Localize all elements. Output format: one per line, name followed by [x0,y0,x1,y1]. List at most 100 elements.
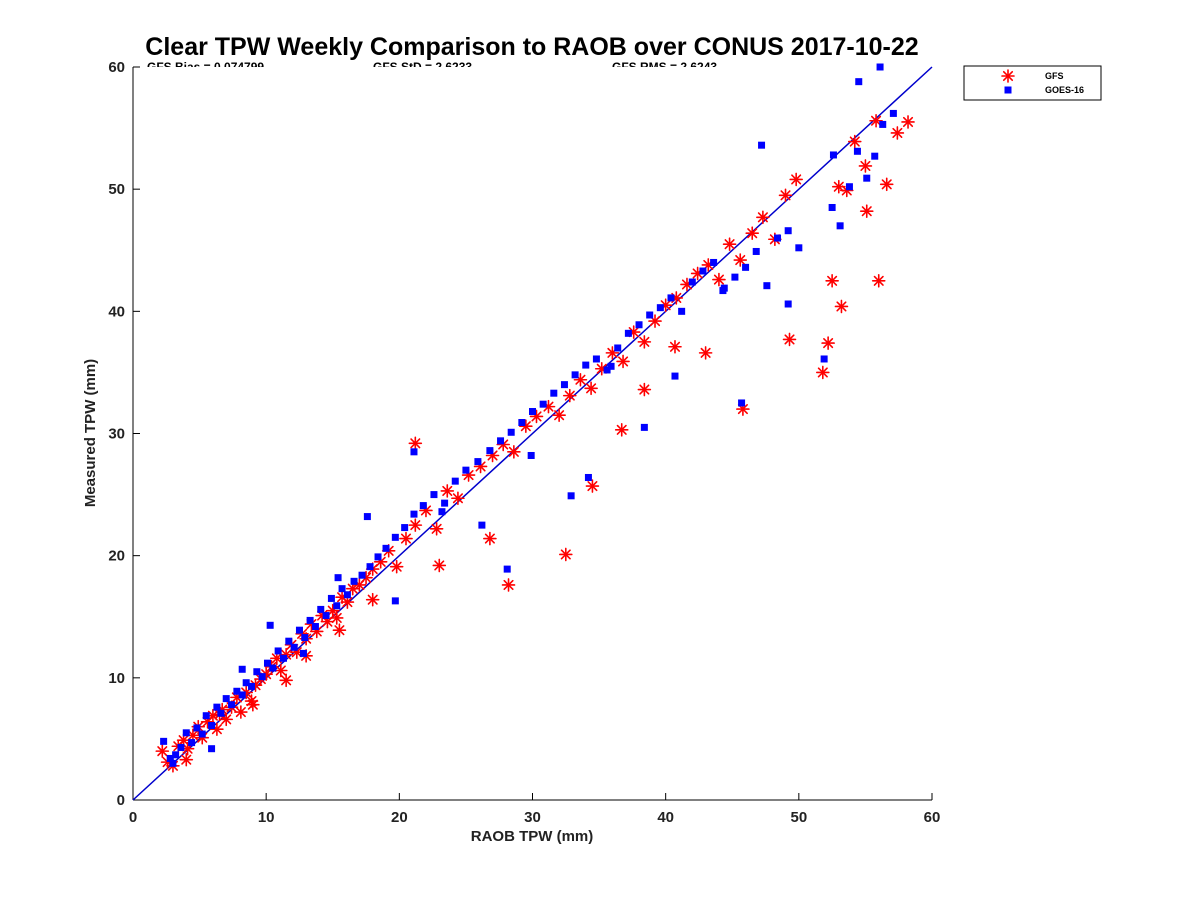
gfs-point [558,547,573,562]
goes-16-point [667,294,675,302]
gfs-point [552,408,566,422]
gfs-point [440,484,455,498]
gfs-point [756,210,770,225]
gfs-point [234,705,248,719]
goes-16-point [306,616,314,624]
goes-16-point [451,477,459,485]
gfs-point [782,332,797,347]
gfs-point [637,335,652,349]
goes-16-point [507,428,515,436]
goes-16-point [871,152,879,160]
goes-16-point [742,263,750,271]
gfs-point [501,578,516,592]
goes-16-point [202,712,210,720]
goes-16-point [784,300,792,308]
goes-16-point [567,492,575,500]
goes-16-point [238,691,246,699]
gfs-point [834,299,849,314]
goes-16-point [410,448,418,456]
x-tick-label: 10 [258,809,275,826]
goes-16-point [322,612,330,620]
goes-16-point [719,287,727,295]
goes-16-point [248,682,256,690]
gfs-point [389,559,404,574]
goes-16-point [299,649,307,657]
goes-16-point [584,473,592,481]
legend-box [963,65,1102,101]
gfs-point [429,521,444,536]
goes-16-point [474,458,482,466]
goes-16-point [656,304,664,312]
goes-16-point [177,743,185,751]
gfs-point [869,113,883,128]
chart-title: Clear TPW Weekly Comparison to RAOB over… [145,33,918,61]
data-points [155,63,915,773]
goes-16-point [603,366,611,374]
gfs-point [901,115,915,129]
goes-16-point [678,307,686,315]
goes-16-point [699,267,707,275]
goes-16-point [876,63,884,71]
goes-16-point [166,754,174,762]
y-tick-label: 40 [108,303,125,320]
goes-16-point [160,737,168,745]
goes-16-point [363,513,371,521]
goes-16-point [774,234,782,242]
gfs-point [408,518,423,532]
goes-16-point [338,585,346,593]
gfs-point [871,273,886,288]
goes-16-point [784,227,792,235]
y-tick-label: 30 [108,426,125,443]
goes-16-point [497,437,505,445]
goes-16-point [829,151,837,159]
legend: GFS GOES-16 [963,65,1102,101]
goes-16-point [441,499,449,507]
x-tick-label: 40 [657,809,674,826]
goes-16-point [614,344,622,352]
goes-16-point [169,759,177,767]
gfs-point [584,381,598,396]
gfs-point [365,592,380,607]
gfs-point [616,354,630,369]
axes: 0 10 20 30 40 50 60 0 10 20 30 40 50 60 [108,59,940,826]
goes-16-point [430,491,438,499]
goes-16-point [710,258,718,266]
goes-16-point [263,659,271,667]
goes-16-point [198,730,206,738]
gfs-point [399,531,413,546]
goes-16-point [879,120,887,128]
goes-16-point [242,679,250,687]
goes-16-point [438,508,446,516]
gfs-point [279,673,293,688]
goes-16-point [311,623,319,631]
goes-16-point [855,78,863,86]
goes-16-point [518,419,526,427]
goes-16-point [382,544,390,552]
gfs-point [155,744,170,758]
goes-16-point [820,355,828,363]
goes-16-point [478,521,486,529]
goes-16-point [350,577,358,585]
goes-16-point [624,329,632,337]
y-tick-label: 20 [108,548,125,565]
goes-16-point [410,510,418,518]
gfs-point [698,346,713,360]
gfs-point [847,134,862,149]
goes-16-point [290,643,298,651]
legend-gfs-label: GFS [1045,71,1064,81]
x-axis-label: RAOB TPW (mm) [471,828,594,845]
goes-16-point [640,423,648,431]
goes-16-point [635,321,643,329]
goes-16-point [763,282,771,290]
x-tick-label: 60 [924,809,941,826]
goes-16-point [486,447,494,455]
gfs-point [890,126,905,140]
goes-16-point [295,626,303,634]
goes-16-point [266,621,274,629]
gfs-point [745,226,760,240]
goes-16-point [253,668,261,676]
goes-16-point [366,563,374,571]
goes-16-point [213,703,221,711]
gfs-point [432,558,447,573]
